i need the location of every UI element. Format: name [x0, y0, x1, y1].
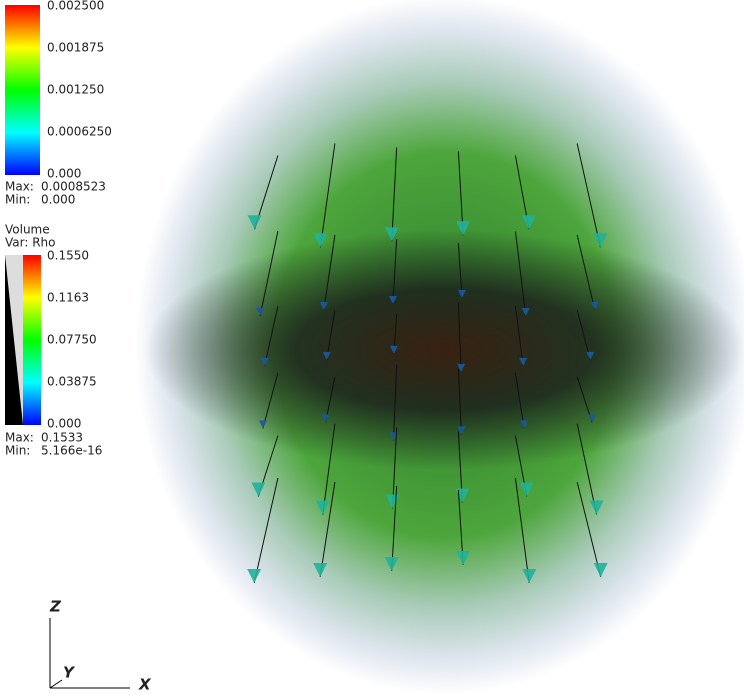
vector-head [251, 482, 266, 497]
legend-var: Var: Rho [5, 236, 56, 250]
vector-head [457, 363, 466, 372]
vector-shaft [576, 234, 596, 311]
vector-shaft [514, 230, 527, 317]
vector-head [256, 308, 265, 316]
vector-head [247, 569, 262, 583]
colorbar [23, 255, 41, 425]
vector-head [384, 227, 399, 242]
vector-shaft [323, 234, 336, 311]
tick-label: 0.1163 [47, 291, 89, 305]
vector-head [313, 563, 328, 577]
volume-core [145, 230, 744, 470]
y-axis [49, 679, 63, 689]
tick-label: 0.1550 [47, 249, 89, 263]
vector-shaft [326, 310, 336, 360]
vector-shaft [264, 306, 279, 366]
max-label: Max: [5, 431, 34, 445]
vector-field [247, 143, 608, 584]
vector-shaft [576, 309, 591, 360]
tick-label: 0.000 [47, 167, 81, 181]
min-value: 0.000 [41, 193, 75, 207]
vector-shaft [576, 481, 602, 578]
vector-shaft [514, 477, 530, 584]
max-value: 0.1533 [41, 431, 83, 445]
vector-head [593, 563, 608, 577]
tick-label: 0.001875 [47, 41, 104, 55]
vector-head [322, 351, 331, 360]
tick-label: 0.000 [47, 417, 81, 431]
vector-head [520, 420, 529, 429]
axis-label: Z [49, 598, 62, 616]
min-value: 5.166e-16 [41, 444, 102, 458]
vector-head [260, 357, 269, 366]
vector-head [315, 500, 330, 515]
vector-shaft [457, 368, 462, 435]
vector-head [521, 308, 530, 316]
vector-head [458, 290, 466, 298]
vector-shaft [514, 372, 525, 429]
vector-head [258, 420, 267, 429]
vector-head [589, 500, 604, 515]
vector-head [522, 569, 537, 583]
vector-shaft [391, 485, 398, 572]
vector-shaft [514, 306, 524, 366]
vector-shaft [253, 477, 279, 584]
vector-head [593, 233, 608, 248]
vector-head [588, 414, 597, 423]
tick-label: 0.002500 [47, 0, 104, 13]
tick-label: 0.001250 [47, 83, 104, 97]
vector-shaft [393, 364, 398, 441]
axis-label: X [138, 676, 152, 694]
min-label: Min: [5, 193, 30, 207]
opacity-ramp [5, 255, 23, 425]
vector-head [319, 302, 328, 310]
vector-shaft [322, 423, 336, 515]
vector-head [388, 296, 397, 304]
vector-shaft [392, 238, 398, 305]
vector-shaft [262, 372, 279, 429]
vector-head [389, 432, 398, 441]
vector-head [519, 357, 528, 366]
vector-shaft [576, 423, 598, 515]
colorbar [5, 5, 40, 175]
vector-head [590, 302, 599, 310]
vector-head [456, 221, 471, 236]
vector-head [313, 233, 328, 248]
vector-shaft [391, 147, 398, 242]
max-label: Max: [5, 180, 34, 194]
vector-shaft [319, 481, 336, 578]
vector-shaft [457, 242, 463, 299]
max-value: 0.0008523 [41, 180, 106, 194]
vector-head [384, 557, 399, 571]
vector-shaft [457, 302, 462, 372]
tick-label: 0.03875 [47, 375, 97, 389]
vector-head [247, 215, 262, 230]
vector-head [457, 426, 466, 435]
axis-label: Y [63, 664, 76, 682]
vector-shaft [259, 230, 279, 317]
vector-head [521, 215, 536, 230]
vector-head [586, 351, 595, 360]
vector-shaft [576, 143, 601, 248]
tick-label: 0.0006250 [47, 125, 112, 139]
vector-head [389, 345, 398, 354]
vector-head [321, 414, 330, 423]
legend-title: Volume [5, 223, 50, 237]
vector-shaft [319, 143, 336, 248]
vector-head [519, 482, 534, 497]
vector-head [456, 551, 471, 565]
tick-label: 0.07750 [47, 333, 97, 347]
min-label: Min: [5, 444, 30, 458]
